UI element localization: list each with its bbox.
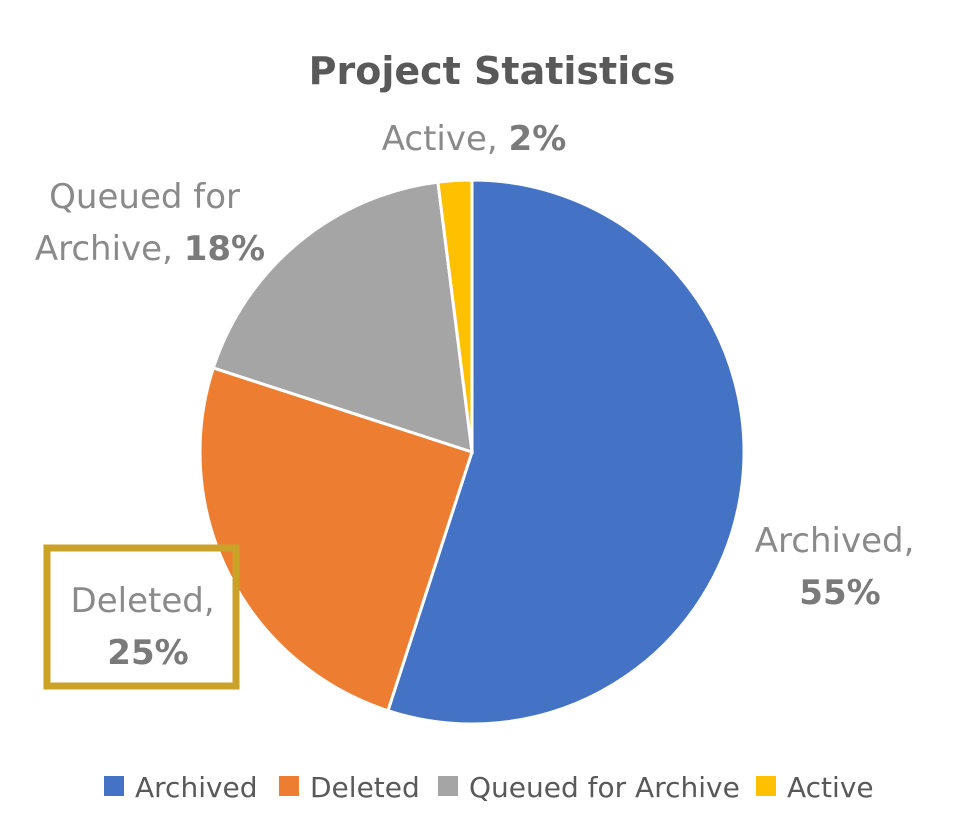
chart-title: Project Statistics [309, 49, 676, 93]
data-label-active: Active, 2% [382, 119, 567, 159]
legend: Archived Deleted Queued for Archive Acti… [104, 771, 874, 804]
legend-swatch-active [756, 776, 776, 796]
legend-swatch-archived [104, 776, 124, 796]
legend-label-deleted: Deleted [310, 771, 420, 804]
legend-label-archived: Archived [135, 771, 258, 804]
legend-label-active: Active [787, 771, 874, 804]
pie-slice-queued-for-archive [211, 180, 474, 455]
legend-swatch-queued-for-archive [438, 776, 458, 796]
pie-slice-deleted [198, 366, 474, 713]
pie-slice-active [436, 178, 474, 453]
deleted-label-highlight-box [43, 544, 240, 690]
legend-swatch-deleted [279, 776, 299, 796]
data-label-archived: Archived, 55% [755, 521, 925, 613]
data-label-queued-for-archive: Queued for Archive, 18% [35, 177, 265, 269]
data-label-deleted: Deleted, 25% [71, 581, 226, 673]
legend-label-queued-for-archive: Queued for Archive [469, 771, 740, 804]
pie-slices [198, 178, 746, 726]
pie-slice-archived [386, 178, 746, 726]
